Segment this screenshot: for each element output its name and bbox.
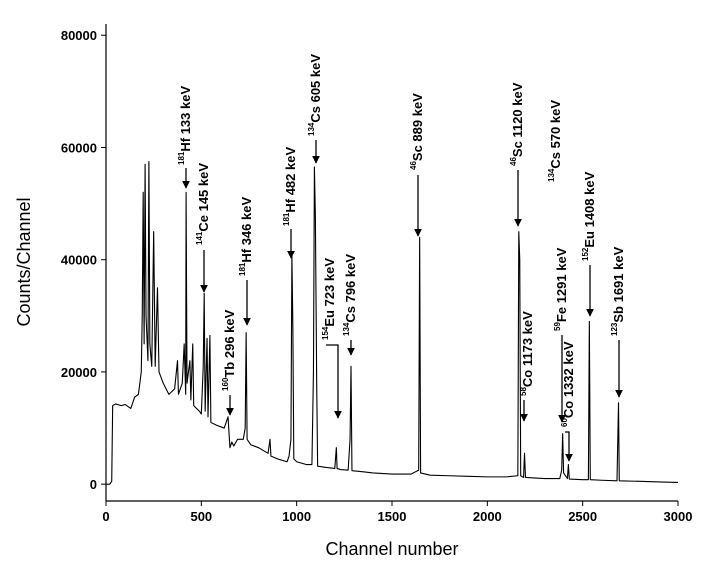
annotation-mass: 181: [282, 212, 291, 226]
annotation-mass: 58: [519, 387, 528, 396]
annotation-mass: 46: [409, 161, 418, 170]
annotation-mass: 160: [221, 377, 230, 391]
annotation-mass: 134: [547, 168, 556, 182]
annotation: 181Hf 482 keV: [282, 147, 298, 226]
y-tick-label: 80000: [61, 28, 97, 43]
x-tick-label: 0: [102, 509, 109, 524]
annotation-text: Cs 605 keV: [308, 54, 323, 123]
annotation-mass: 152: [581, 247, 590, 261]
annotation-text: Ce 145 keV: [196, 163, 211, 232]
x-tick-label: 500: [190, 509, 212, 524]
annotation-mass: 60: [560, 418, 569, 427]
annotation-text: Hf 482 keV: [283, 147, 298, 213]
x-tick-label: 2000: [473, 509, 502, 524]
annotation-text: Co 1173 keV: [520, 311, 535, 387]
annotation-mass: 134: [342, 322, 351, 336]
annotation: 181Hf 346 keV: [238, 197, 254, 276]
annotation-mass: 59: [553, 322, 562, 331]
annotation-mass: 46: [509, 157, 518, 166]
annotation: 46Sc 1120 keV: [509, 82, 525, 166]
x-tick-label: 3000: [664, 509, 693, 524]
x-axis-title: Channel number: [325, 539, 458, 559]
annotation: 181Hf 133 keV: [177, 86, 193, 165]
y-tick-label: 60000: [61, 140, 97, 155]
annotation-mass: 181: [177, 151, 186, 165]
annotation: 134Cs 605 keV: [307, 54, 323, 136]
annotation: 160Tb 296 keV: [221, 309, 237, 391]
annotation-text: Sc 1120 keV: [510, 82, 525, 157]
annotation-text: Hf 346 keV: [239, 197, 254, 263]
y-tick-label: 20000: [61, 365, 97, 380]
annotation-mass: 123: [610, 322, 619, 336]
annotation: 60Co 1332 keV: [560, 341, 576, 427]
x-tick-label: 1500: [378, 509, 407, 524]
annotation: 134Cs 796 keV: [342, 254, 358, 336]
annotation: 152Eu 1408 keV: [581, 171, 597, 261]
annotation-mass: 134: [307, 122, 316, 136]
annotation-mass: 141: [195, 231, 204, 245]
annotation: 134Cs 570 keV: [547, 100, 563, 182]
y-tick-label: 40000: [61, 253, 97, 268]
annotation-text: Tb 296 keV: [222, 309, 237, 377]
spectrum-line: [106, 160, 679, 485]
annotation: 46Sc 889 keV: [409, 93, 425, 170]
annotation-mass: 154: [321, 326, 330, 340]
annotation-text: Eu 723 keV: [322, 258, 337, 327]
annotation-text: Sb 1691 keV: [611, 246, 626, 322]
annotation: 58Co 1173 keV: [519, 311, 535, 396]
annotation: 154Eu 723 keV: [321, 258, 337, 340]
y-axis-title: Counts/Channel: [14, 197, 34, 326]
annotation-arrow: [326, 344, 342, 419]
x-tick-label: 2500: [568, 509, 597, 524]
annotation: 123Sb 1691 keV: [610, 246, 626, 336]
annotation-arrow: [565, 431, 573, 462]
y-tick-label: 0: [90, 477, 97, 492]
annotation-text: Hf 133 keV: [178, 86, 193, 152]
annotation: 59Fe 1291 keV: [553, 247, 569, 331]
x-tick-label: 1000: [282, 509, 311, 524]
annotation-text: Fe 1291 keV: [554, 247, 569, 322]
annotation-text: Co 1332 keV: [561, 341, 576, 418]
annotation-text: Sc 889 keV: [410, 93, 425, 161]
annotation-text: Cs 796 keV: [343, 254, 358, 323]
annotation-mass: 181: [238, 262, 247, 276]
annotation-text: Eu 1408 keV: [582, 171, 597, 247]
annotation-text: Cs 570 keV: [548, 100, 563, 169]
annotation: 141Ce 145 keV: [195, 163, 211, 245]
